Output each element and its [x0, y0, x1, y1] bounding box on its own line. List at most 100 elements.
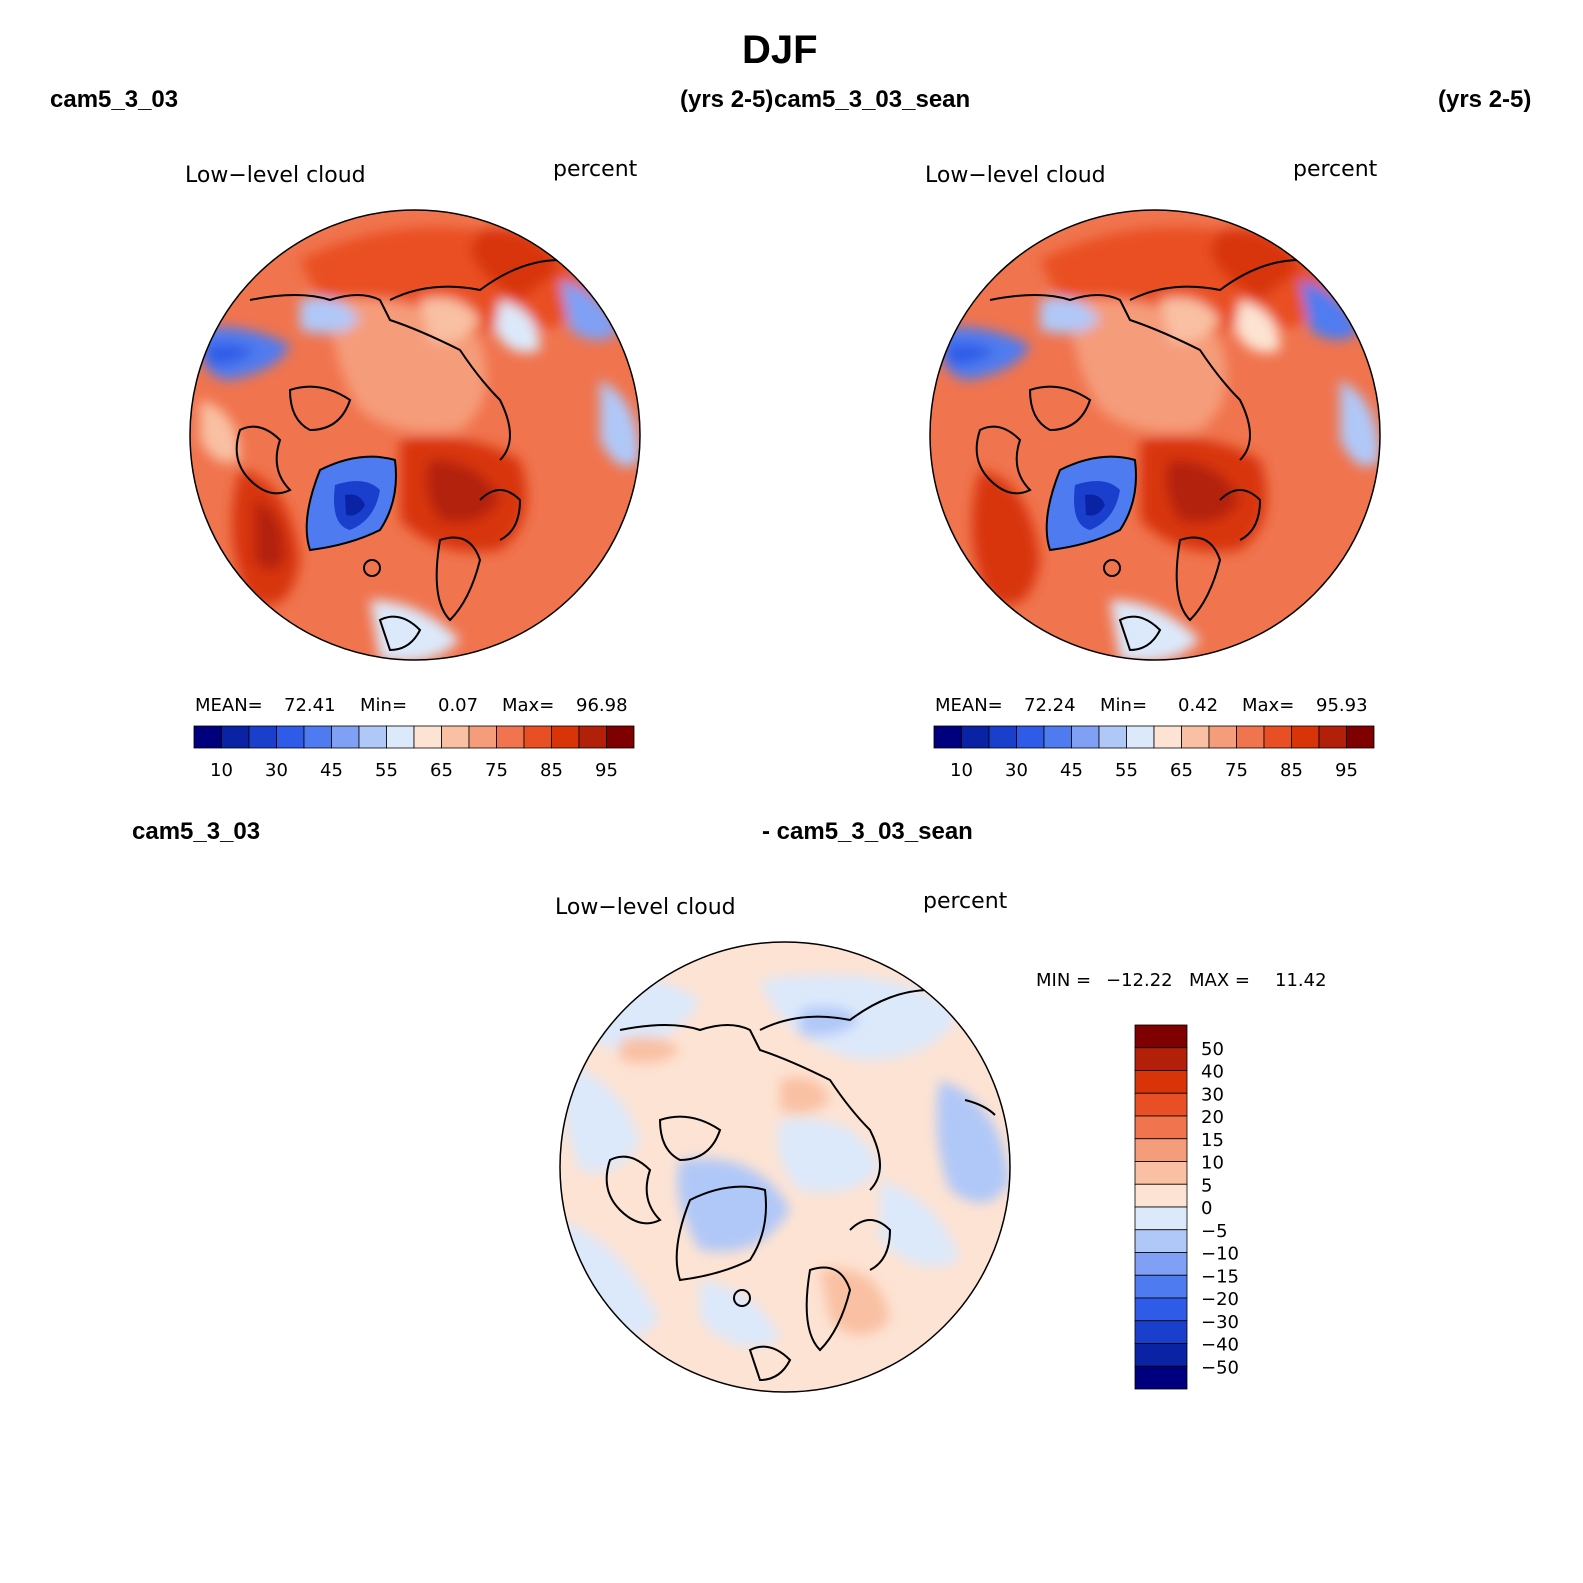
diff-colorbar-swatch	[1134, 1092, 1188, 1117]
panel2-colorbar-swatch	[1126, 725, 1155, 749]
panel2-colorbar-swatch	[961, 725, 990, 749]
panel2-colorbar-swatch	[1043, 725, 1072, 749]
panel2-colorbar-swatch	[1318, 725, 1347, 749]
panel2-min-label: Min=	[1100, 695, 1147, 716]
panel2-colorbar: 10 30 45 55 65 75 85 95	[933, 725, 1375, 781]
panel2-colorbar-swatch	[1291, 725, 1320, 749]
panel1-units-label: percent	[553, 157, 638, 182]
panel2-mean-value: 72.24	[1024, 695, 1076, 716]
panel2-colorbar-tick-label: 55	[1115, 760, 1138, 781]
diff-max-value: 11.42	[1275, 970, 1327, 991]
panel2-mean-label: MEAN=	[935, 695, 1003, 716]
diff-colorbar-tick-label: 15	[1201, 1130, 1224, 1151]
diff-colorbar-swatch	[1134, 1070, 1188, 1094]
panel1-colorbar-swatch	[358, 725, 387, 749]
panel1-colorbar-tick-label: 10	[210, 760, 233, 781]
panel2-colorbar-swatch	[1153, 725, 1182, 749]
panel1-colorbar-swatch	[413, 725, 442, 749]
panel2-colorbar-tick-label: 10	[950, 760, 973, 781]
diff-colorbar-tick-label: 5	[1201, 1175, 1212, 1196]
panel1-min-label: Min=	[360, 695, 407, 716]
panel1-colorbar-swatch	[386, 725, 415, 749]
panel2-variable-label: Low−level cloud	[925, 163, 1106, 188]
diff-colorbar-swatch	[1134, 1343, 1188, 1367]
panel1-mean-label: MEAN=	[195, 695, 263, 716]
panel1-colorbar-swatch	[523, 725, 552, 749]
panel2-max-label: Max=	[1242, 695, 1294, 716]
panel1-map: Low−level cloud percent	[185, 157, 641, 781]
diff-colorbar-swatch	[1134, 1206, 1188, 1231]
panel1-colorbar-tick-label: 75	[485, 760, 508, 781]
diff-colorbar-swatch	[1134, 1047, 1188, 1071]
panel2-colorbar-tick-label: 75	[1225, 760, 1248, 781]
panel1-colorbar-tick-label: 30	[265, 760, 288, 781]
panel2-units-label: percent	[1293, 157, 1378, 182]
panel1-case-label: cam5_3_03	[50, 86, 179, 113]
panel1-colorbar-tick-label: 85	[540, 760, 563, 781]
diff-field	[560, 942, 1010, 1392]
diff-colorbar-swatch	[1134, 1297, 1188, 1322]
diff-colorbar-swatch	[1134, 1161, 1188, 1185]
panel1-colorbar: 10 30 45 55 65 75 85 95	[193, 725, 635, 781]
diff-colorbar-swatch	[1134, 1183, 1188, 1208]
diff-colorbar-tick-label: 50	[1201, 1039, 1224, 1060]
panel1-colorbar-tick-label: 95	[595, 760, 618, 781]
diff-variable-label: Low−level cloud	[555, 895, 736, 920]
panel1-variable-label: Low−level cloud	[185, 163, 366, 188]
panel2-field	[930, 210, 1380, 660]
panel2-colorbar-tick-label: 45	[1060, 760, 1083, 781]
diff-colorbar-swatch	[1134, 1229, 1188, 1253]
panel2-years-label: (yrs 2-5)	[1438, 86, 1532, 113]
panel1-colorbar-swatch	[441, 725, 470, 749]
panel1-max-value: 96.98	[576, 695, 628, 716]
panel2-colorbar-swatch	[1236, 725, 1265, 749]
panel1-colorbar-swatch	[193, 725, 222, 749]
panel1-colorbar-tick-label: 55	[375, 760, 398, 781]
panel2-colorbar-tick-label: 65	[1170, 760, 1193, 781]
panel2-colorbar-swatch	[1263, 725, 1292, 749]
diff-colorbar-tick-label: −5	[1201, 1221, 1228, 1242]
panel1-colorbar-swatch	[551, 725, 580, 749]
diff-colorbar-swatch	[1134, 1024, 1188, 1049]
diff-colorbar-swatch	[1134, 1274, 1188, 1299]
panel2-colorbar-tick-label: 30	[1005, 760, 1028, 781]
panel2-colorbar-swatch	[1071, 725, 1100, 749]
panel2-colorbar-swatch	[1181, 725, 1210, 749]
diff-colorbar-swatch	[1134, 1365, 1188, 1390]
diff-colorbar-tick-label: −50	[1201, 1357, 1239, 1378]
panel1-max-label: Max=	[502, 695, 554, 716]
diff-colorbar-tick-label: 30	[1201, 1084, 1224, 1105]
diff-colorbar-tick-label: −20	[1201, 1289, 1239, 1310]
panel2-min-value: 0.42	[1178, 695, 1218, 716]
diff-colorbar-swatch	[1134, 1138, 1188, 1162]
diff-colorbar-tick-label: 10	[1201, 1153, 1224, 1174]
diff-map: Low−level cloud percent	[555, 889, 1327, 1393]
panel1-colorbar-tick-label: 45	[320, 760, 343, 781]
panel1-colorbar-swatch	[331, 725, 360, 749]
panel1-colorbar-tick-label: 65	[430, 760, 453, 781]
diff-colorbar-tick-label: −40	[1201, 1335, 1239, 1356]
panel2-map: Low−level cloud percent	[925, 157, 1381, 781]
panel2-colorbar-swatch	[1016, 725, 1045, 749]
diff-colorbar-tick-label: −15	[1201, 1266, 1239, 1287]
panel1-colorbar-swatch	[248, 725, 277, 749]
diff-case-label-a: cam5_3_03	[132, 818, 261, 845]
panel2-colorbar-swatch	[1098, 725, 1127, 749]
panel1-colorbar-swatch	[606, 725, 635, 749]
diff-colorbar-tick-label: 20	[1201, 1107, 1224, 1128]
diff-case-label-b: - cam5_3_03_sean	[762, 818, 973, 845]
panel2-colorbar-tick-label: 85	[1280, 760, 1303, 781]
panel1-years-label: (yrs 2-5)	[680, 86, 774, 113]
panel1-min-value: 0.07	[438, 695, 478, 716]
panel1-colorbar-swatch	[276, 725, 305, 749]
diff-colorbar-swatch	[1134, 1115, 1188, 1140]
panel1-colorbar-swatch	[496, 725, 525, 749]
panel2-case-label: cam5_3_03_sean	[774, 86, 971, 113]
panel1-colorbar-swatch	[578, 725, 607, 749]
panel1-field	[190, 210, 640, 660]
diff-colorbar-swatch	[1134, 1320, 1188, 1344]
panel2-colorbar-swatch	[1208, 725, 1237, 749]
panel2-colorbar-tick-label: 95	[1335, 760, 1358, 781]
